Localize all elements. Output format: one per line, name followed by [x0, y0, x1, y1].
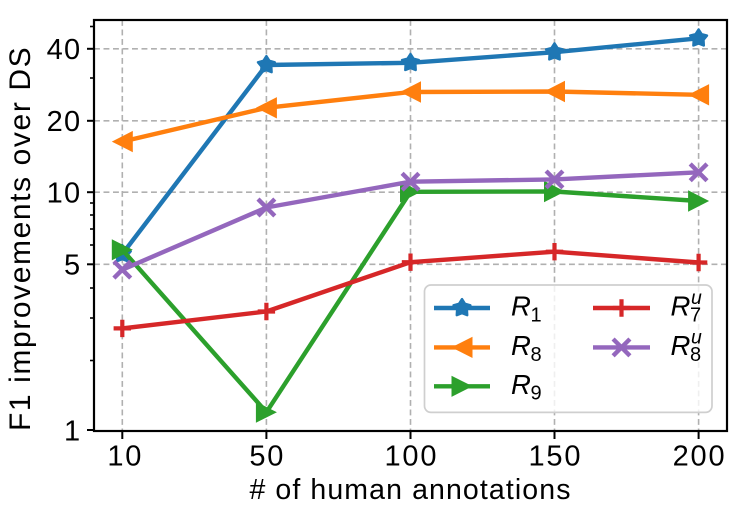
svg-text:1: 1	[64, 415, 81, 447]
svg-text:5: 5	[64, 250, 81, 282]
svg-text:R: R	[511, 330, 531, 361]
svg-text:8: 8	[690, 344, 701, 366]
svg-text:u: u	[691, 326, 702, 348]
svg-text:# of human annotations: # of human annotations	[249, 474, 571, 506]
svg-text:R: R	[511, 369, 531, 400]
svg-text:10: 10	[47, 178, 82, 210]
svg-text:20: 20	[47, 106, 82, 138]
svg-text:R: R	[671, 291, 691, 322]
svg-text:8: 8	[531, 344, 542, 366]
svg-text:7: 7	[690, 304, 701, 326]
svg-text:F1 improvements over DS: F1 improvements over DS	[4, 46, 37, 431]
svg-text:R: R	[511, 291, 531, 322]
svg-text:100: 100	[385, 441, 439, 473]
svg-text:10: 10	[107, 441, 143, 473]
svg-text:40: 40	[47, 34, 82, 66]
svg-text:9: 9	[531, 383, 542, 405]
svg-text:50: 50	[249, 441, 285, 473]
svg-text:u: u	[691, 287, 702, 309]
svg-text:R: R	[671, 330, 691, 361]
svg-text:150: 150	[529, 441, 583, 473]
svg-text:1: 1	[531, 304, 542, 326]
svg-text:200: 200	[673, 441, 727, 473]
